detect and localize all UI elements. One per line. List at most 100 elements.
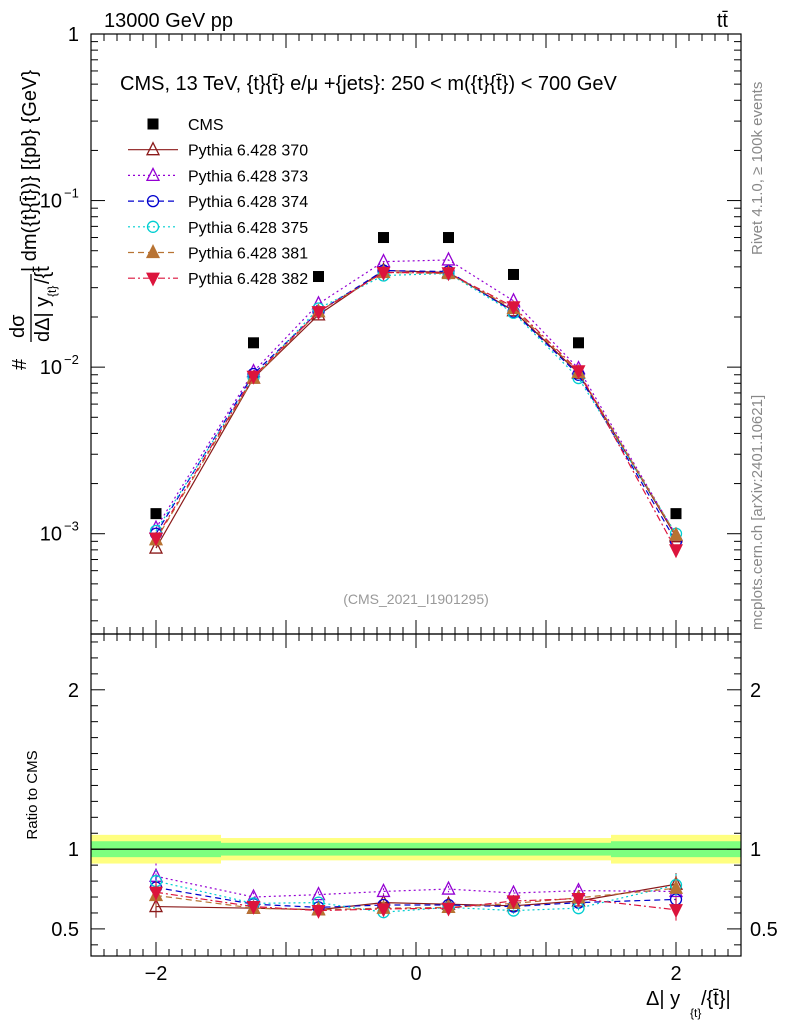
mc-data-point: [376, 266, 391, 281]
y-label-units: | dm({t}{t̄})} [{pb} {GeV}: [19, 70, 41, 272]
legend-label: Pythia 6.428 382: [188, 271, 308, 288]
mc-data-point: [246, 370, 261, 385]
legend-marker: [147, 118, 159, 130]
ratio-data-point: [148, 898, 164, 913]
plot-title: CMS, 13 TeV, {t}{t̄} e/μ +{jets}: 250 < …: [120, 73, 618, 95]
ratio-data-point: [376, 903, 391, 918]
legend-item: Pythia 6.428 374: [128, 194, 308, 211]
ratio-series-pythia-6-428-382: [149, 881, 683, 921]
ratio-data-point: [246, 900, 261, 915]
main-y-tick-label: 1: [68, 24, 79, 46]
cms-data-point: [378, 232, 389, 244]
main-y-tick-exponent: −2: [64, 352, 79, 367]
series-pythia-6-428-370: [148, 262, 684, 554]
x-label-subscript: {t}: [690, 1006, 701, 1020]
main-plot-panel: 110−110−210−3 CMS, 13 TeV, {t}{t̄} e/μ +…: [7, 24, 742, 635]
mc-data-point: [571, 365, 586, 380]
y-label-numerator: dσ: [7, 314, 29, 338]
energy-label: 13000 GeV pp: [104, 10, 233, 32]
legend-marker: [145, 166, 161, 182]
main-y-tick-exponent: −1: [64, 186, 79, 201]
main-y-tick-label: 10: [40, 357, 62, 379]
ratio-data-point: [669, 904, 683, 919]
ratio-data-point: [441, 880, 456, 895]
x-label-tail: /{t̄}|: [701, 988, 731, 1010]
ratio-series-line: [155, 883, 677, 911]
ratio-data-point: [376, 882, 391, 898]
ratio-series-line: [155, 875, 677, 898]
ratio-data-point: [506, 895, 521, 910]
ratio-data-point: [571, 893, 586, 907]
main-y-tick-exponent: −3: [64, 519, 79, 534]
ratio-data-point: [311, 886, 326, 901]
x-axis-label: Δ| y {t} /{t̄}|: [646, 988, 731, 1020]
ratio-data-point: [311, 904, 326, 919]
process-label: tt̄: [717, 10, 729, 32]
legend-label: Pythia 6.428 374: [188, 194, 308, 211]
ratio-series-line: [155, 880, 677, 913]
series-line: [155, 271, 677, 551]
series-pythia-6-428-374: [149, 264, 683, 548]
legend-item: Pythia 6.428 375: [128, 220, 308, 237]
series-pythia-6-428-381: [148, 264, 684, 546]
ratio-y-tick-label-right: 1: [750, 839, 761, 861]
x-tick-label: 2: [670, 963, 681, 985]
ratio-y-tick-label: 0.5: [51, 919, 79, 941]
legend-label: Pythia 6.428 381: [188, 246, 308, 263]
legend: CMS Pythia 6.428 370 Pythia 6.428 373 Pythi…: [128, 117, 308, 288]
legend-item: CMS: [147, 117, 224, 134]
ratio-series-pythia-6-428-370: [148, 873, 684, 918]
legend-label: CMS: [188, 117, 224, 134]
legend-label: Pythia 6.428 370: [188, 143, 308, 160]
mc-data-point: [148, 539, 164, 554]
ratio-series-line: [155, 891, 677, 912]
y-label-denominator: dΔ| y: [32, 297, 54, 342]
legend-marker: [146, 272, 160, 287]
x-label-main: Δ| y: [646, 988, 680, 1010]
ratio-data-point: [149, 886, 163, 901]
ratio-y-axis-label: Ratio to CMS: [24, 750, 41, 839]
main-y-tick-label: 10: [40, 191, 62, 213]
series-cms: [150, 232, 682, 520]
legend-item: Pythia 6.428 382: [128, 271, 308, 288]
legend-label: Pythia 6.428 373: [188, 168, 308, 185]
legend-marker: [145, 244, 161, 259]
ratio-plot-panel: 0.5 0.5 1 1 2 2 −2 0 2 Ratio to CMS Δ| y {t} /{…: [24, 633, 778, 1020]
cms-data-point: [508, 268, 519, 280]
series-line: [155, 269, 677, 542]
series-line: [155, 271, 677, 541]
ratio-series-line: [155, 886, 677, 908]
x-tick-label: −2: [145, 963, 168, 985]
ratio-series-line: [155, 887, 677, 911]
series-line: [155, 272, 677, 535]
main-y-tick-label: 10: [40, 524, 62, 546]
mc-data-point: [506, 301, 521, 316]
cms-data-point: [443, 232, 454, 244]
legend-label: Pythia 6.428 375: [188, 220, 308, 237]
series-line: [155, 259, 677, 536]
analysis-watermark: (CMS_2021_I1901295): [343, 591, 489, 607]
cms-data-point: [313, 271, 324, 283]
mcplots-label: mcplots.cern.ch [arXiv:2401.10621]: [749, 395, 766, 630]
mc-data-point: [668, 526, 684, 541]
ratio-y-tick-label-right: 0.5: [750, 919, 778, 941]
cms-data-point: [248, 337, 259, 349]
ratio-y-tick-label: 2: [68, 680, 79, 702]
mc-data-point: [441, 267, 456, 282]
y-label-hash: #: [9, 358, 31, 370]
mc-data-point: [669, 544, 683, 559]
legend-marker: [146, 194, 160, 208]
legend-item: Pythia 6.428 370: [128, 141, 308, 160]
legend-item: Pythia 6.428 373: [128, 166, 308, 185]
ratio-y-tick-label-right: 2: [750, 680, 761, 702]
ratio-data-point: [441, 902, 456, 917]
mc-data-point: [441, 251, 456, 266]
series-pythia-6-428-373: [148, 251, 684, 541]
cms-data-point: [150, 508, 162, 520]
legend-marker: [146, 220, 160, 233]
x-tick-label: 0: [410, 963, 421, 985]
ratio-data-point: [668, 879, 684, 894]
mc-data-point: [149, 532, 163, 547]
ratio-series-pythia-6-428-375: [149, 869, 683, 919]
